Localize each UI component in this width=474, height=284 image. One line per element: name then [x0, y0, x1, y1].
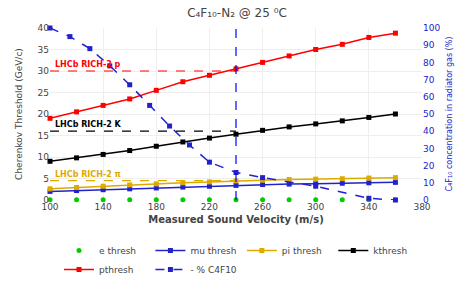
svg-text:mu thresh: mu thresh	[190, 246, 236, 256]
svg-text:100: 100	[41, 202, 58, 212]
svg-text:180: 180	[148, 202, 165, 212]
svg-text:0: 0	[43, 195, 49, 205]
svg-text:340: 340	[360, 202, 377, 212]
svg-text:10: 10	[423, 178, 435, 188]
svg-text:220: 220	[201, 202, 218, 212]
svg-text:40: 40	[423, 126, 435, 136]
svg-text:20: 20	[423, 161, 435, 171]
svg-text:15: 15	[38, 131, 49, 141]
svg-text:260: 260	[254, 202, 271, 212]
svg-text:25: 25	[38, 88, 49, 98]
svg-text:380: 380	[413, 202, 430, 212]
svg-text:e thresh: e thresh	[99, 246, 136, 256]
svg-text:60: 60	[423, 92, 435, 102]
svg-text:pthresh: pthresh	[99, 265, 133, 275]
svg-text:kthresh: kthresh	[373, 246, 407, 256]
svg-text:C₄F₁₀ concentration in radiato: C₄F₁₀ concentration in radiator gas (%)	[445, 37, 454, 192]
svg-text:30: 30	[423, 144, 435, 154]
svg-text:100: 100	[423, 23, 440, 33]
svg-text:80: 80	[423, 58, 435, 68]
svg-text:30: 30	[38, 66, 50, 76]
svg-text:5: 5	[43, 174, 49, 184]
svg-text:10: 10	[38, 152, 50, 162]
svg-text:50: 50	[423, 109, 435, 119]
svg-text:Measured Sound Velocity (m/s): Measured Sound Velocity (m/s)	[148, 214, 323, 225]
svg-text:90: 90	[423, 40, 435, 50]
svg-text:35: 35	[38, 45, 49, 55]
svg-text:- % C4F10: - % C4F10	[190, 265, 236, 275]
svg-text:LHCb RICH-2 π: LHCb RICH-2 π	[55, 170, 121, 179]
svg-text:LHCb RICH-2 K: LHCb RICH-2 K	[55, 120, 122, 129]
svg-text:Cherenkov Threshold (GeV/c): Cherenkov Threshold (GeV/c)	[14, 48, 24, 180]
svg-text:C₄F₁₀-N₂ @ 25 ⁰C: C₄F₁₀-N₂ @ 25 ⁰C	[187, 6, 287, 20]
svg-text:300: 300	[307, 202, 324, 212]
svg-text:40: 40	[38, 23, 50, 33]
svg-text:pi thresh: pi thresh	[282, 246, 322, 256]
svg-text:140: 140	[95, 202, 112, 212]
svg-text:20: 20	[38, 109, 50, 119]
svg-text:LHCb RICH-2 p: LHCb RICH-2 p	[55, 60, 121, 69]
svg-text:0: 0	[423, 195, 429, 205]
svg-text:70: 70	[423, 75, 435, 85]
